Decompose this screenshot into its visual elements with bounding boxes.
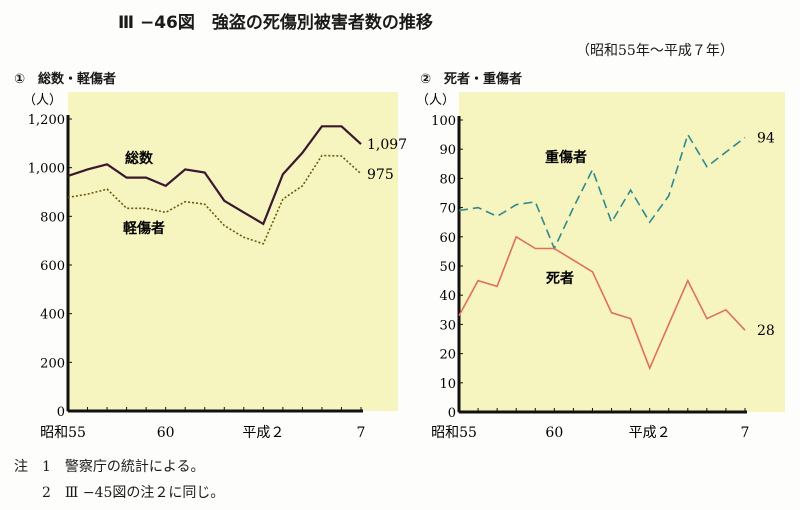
series-end-label-総数: 1,097 [367, 137, 407, 153]
series-label-死者: 死者 [545, 271, 574, 287]
chart1-x-tick-label: 60 [157, 425, 175, 441]
chart1-x-tick-label: 平成２ [242, 425, 284, 441]
period-label: （昭和55年〜平成７年） [576, 43, 734, 59]
figure-title: Ⅲ −46図 強盗の死傷別被害者数の推移 [118, 13, 433, 33]
chart2-title: ② 死者・重傷者 [420, 72, 523, 87]
series-line-重傷者 [458, 132, 746, 251]
series-label-重傷者: 重傷者 [545, 149, 587, 166]
chart2-plot-area [459, 92, 785, 412]
chart1-x-tick-label: 7 [357, 425, 366, 441]
chart2-y-tick-label: 10 [439, 377, 456, 392]
chart2-y-tick-label: 40 [439, 289, 456, 304]
chart1-y-tick-label: 800 [40, 210, 65, 225]
series-line-総数 [67, 125, 362, 226]
chart2-y-tick-label: 70 [439, 202, 456, 217]
series-end-label-重傷者: 94 [757, 131, 775, 147]
chart2-y-tick-label: 30 [439, 318, 456, 333]
chart1-plot-area [68, 92, 398, 411]
series-label-総数: 総数 [125, 150, 154, 167]
note-1: 注 1 警察庁の統計による。 [14, 459, 205, 475]
chart1-y-tick-label: 400 [40, 308, 65, 323]
series-end-label-軽傷者: 975 [367, 167, 394, 183]
chart2-y-unit: （人） [416, 93, 455, 108]
chart1-y-tick-label: 200 [40, 356, 65, 371]
chart1-y-unit: （人） [23, 93, 62, 108]
chart2-y-tick-label: 0 [448, 406, 456, 421]
chart2-x-tick-label: 平成２ [629, 425, 671, 441]
chart2-y-tick-label: 80 [439, 172, 456, 187]
chart2-x-tick-label: 昭和55 [431, 425, 477, 441]
chart2-y-tick-label: 60 [439, 231, 456, 246]
chart1-y-tick-label: 1,000 [28, 162, 65, 177]
chart1-title: ① 総数・軽傷者 [14, 72, 117, 87]
series-end-label-死者: 28 [757, 323, 775, 339]
series-label-軽傷者: 軽傷者 [123, 220, 165, 237]
chart1-y-tick-label: 600 [40, 259, 65, 274]
chart2-x-tick-label: 60 [545, 425, 563, 441]
chart1-y-tick-label: 0 [57, 405, 65, 420]
note-2: 2 Ⅲ −45図の注２に同じ。 [14, 485, 225, 501]
chart2-x-tick-label: 7 [741, 425, 750, 441]
series-line-死者 [458, 235, 746, 371]
chart2-y-tick-label: 90 [439, 143, 456, 158]
chart2-y-tick-label: 20 [439, 348, 456, 363]
chart1-x-tick-label: 昭和55 [40, 425, 86, 441]
series-line-軽傷者 [67, 154, 362, 245]
chart2-y-tick-label: 50 [439, 260, 456, 275]
chart2-y-tick-label: 100 [431, 114, 456, 129]
chart1-y-tick-label: 1,200 [28, 113, 65, 128]
